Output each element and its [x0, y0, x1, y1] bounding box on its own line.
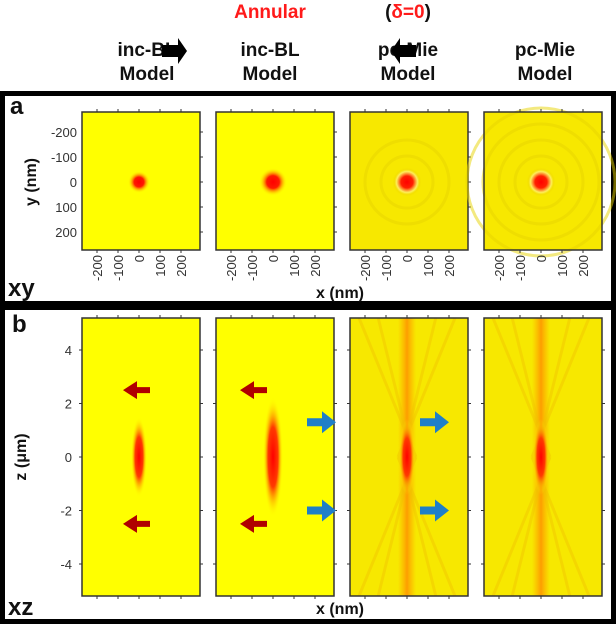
plot-border [81, 111, 201, 251]
focal-stripe [131, 417, 147, 497]
paren-close: ) [425, 2, 431, 23]
panel-a-x-axis-label: x (nm) [316, 285, 364, 302]
z-tick-label: 0 [65, 450, 72, 465]
x-tick-label: 200 [308, 255, 323, 277]
x-tick-label: -100 [379, 255, 394, 281]
col3-subtitle: Model [381, 64, 436, 85]
x-tick-label: 100 [421, 255, 436, 277]
x-tick-label: 0 [132, 255, 147, 262]
focal-spot [526, 167, 556, 197]
x-tick-label: 100 [153, 255, 168, 277]
x-tick-label: 100 [287, 255, 302, 277]
plot-border [215, 111, 335, 251]
diffraction-ring [363, 138, 451, 226]
focal-spot [128, 171, 150, 193]
x-tick-label: 0 [534, 255, 549, 262]
panel-b-frame [0, 305, 616, 624]
x-tick-label: -200 [358, 255, 373, 281]
y-tick-label: 0 [70, 175, 77, 190]
x-tick-label: -200 [224, 255, 239, 281]
right-arrow-icon [420, 499, 449, 522]
x-tick-label: 200 [174, 255, 189, 277]
xy-plot-4: -200 -100 0 100 200 [465, 106, 616, 281]
z-tick-label: 2 [65, 397, 72, 412]
diffraction-ring [513, 154, 569, 210]
focal-stripe [263, 397, 283, 517]
panel-b-plane-label: xz [8, 594, 33, 621]
left-arrow-icon [240, 514, 267, 533]
x-tick-label: -100 [513, 255, 528, 281]
plot-border [483, 111, 603, 251]
z-tick-label: -4 [60, 557, 72, 572]
right-arrow-icon [420, 411, 449, 434]
xz-plot-4 [420, 315, 605, 599]
panel-b-label: b [12, 311, 27, 338]
x-tick-label: -100 [111, 255, 126, 281]
panel-a-plane-label: xy [8, 275, 35, 302]
y-tick-label: -100 [51, 150, 77, 165]
paren-open: ( [385, 2, 392, 23]
col4-title: pc-Mie [515, 40, 575, 61]
delta-zero: δ=0 [391, 2, 424, 23]
left-arrow-icon [123, 514, 150, 533]
left-arrow-icon [240, 381, 267, 400]
focal-spot [259, 168, 287, 196]
xy-plot-1: -200 -100 0 100 200 -200 -100 0 100 200 [51, 109, 203, 281]
x-tick-label: -200 [492, 255, 507, 281]
header: inc-BL Model Annular inc-BL Model (δ=0) … [117, 2, 575, 85]
y-tick-label: -200 [51, 125, 77, 140]
xz-plot-3 [307, 315, 471, 599]
col4-subtitle: Model [518, 64, 573, 85]
col2-title: inc-BL [240, 40, 300, 61]
panel-a-label: a [10, 93, 24, 120]
panel-b-y-axis-label: z (μm) [13, 433, 30, 480]
z-tick-label: -2 [60, 504, 72, 519]
xz-plot-1: 4 2 0 -2 -4 [60, 315, 203, 599]
right-arrow-icon [307, 411, 336, 434]
col1-subtitle: Model [120, 64, 175, 85]
focal-stripe [399, 419, 415, 495]
diffraction-ring [465, 106, 616, 258]
x-tick-label: 0 [400, 255, 415, 262]
xz-plot-2 [213, 315, 337, 599]
x-tick-label: 200 [576, 255, 591, 277]
col2-subtitle: Model [243, 64, 298, 85]
left-arrow-icon [391, 38, 416, 64]
z-tick-label: 4 [65, 343, 72, 358]
col2-annular-label: Annular [234, 2, 306, 23]
panel-a-y-axis-label: y (nm) [23, 158, 40, 206]
diffraction-ring [481, 122, 601, 242]
diffraction-ring [497, 138, 585, 226]
right-arrow-icon [162, 38, 187, 64]
xy-plot-3: -200 -100 0 100 200 [349, 109, 471, 281]
panel-b-x-axis-label: x (nm) [316, 601, 364, 618]
focal-spot [392, 167, 422, 197]
diffraction-ring [379, 154, 435, 210]
x-tick-label: 0 [266, 255, 281, 262]
x-tick-label: 100 [555, 255, 570, 277]
x-tick-label: -200 [90, 255, 105, 281]
y-tick-label: 100 [55, 200, 77, 215]
right-arrow-icon [307, 499, 336, 522]
left-arrow-icon [123, 381, 150, 400]
xy-plot-2: -200 -100 0 100 200 [215, 109, 337, 281]
focal-stripe [533, 419, 549, 495]
col3-delta-label: (δ=0) [385, 2, 431, 23]
y-tick-label: 200 [55, 225, 77, 240]
x-tick-label: -100 [245, 255, 260, 281]
x-tick-label: 200 [442, 255, 457, 277]
